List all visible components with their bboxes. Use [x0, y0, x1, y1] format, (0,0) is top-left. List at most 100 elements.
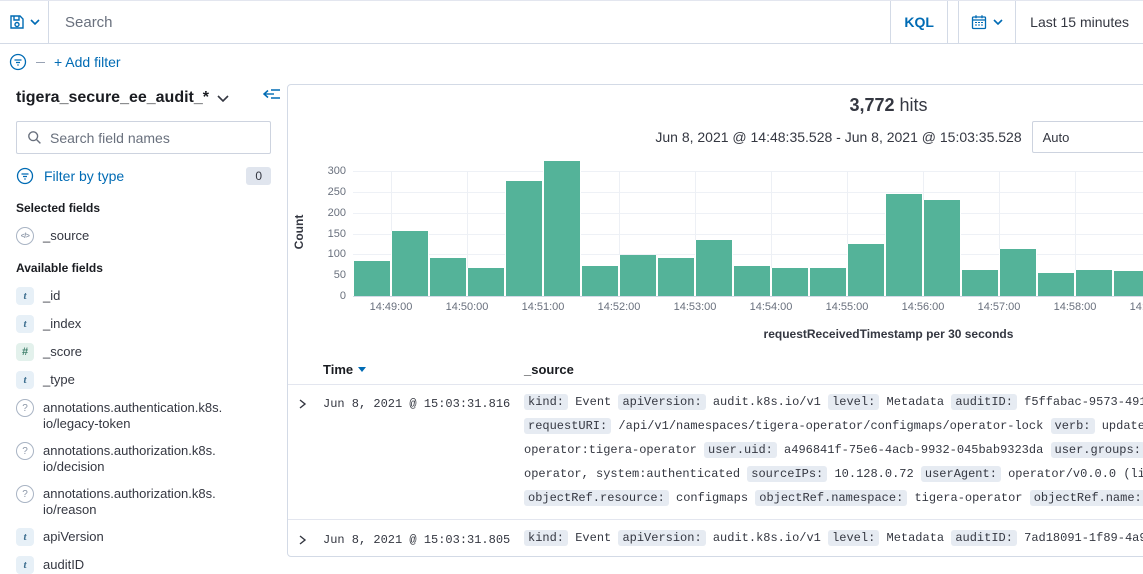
- histogram-bar[interactable]: [923, 200, 961, 296]
- histogram-bar[interactable]: [657, 258, 695, 296]
- field-item[interactable]: ?annotations.authorization.k8s.io/decisi…: [16, 442, 271, 475]
- field-name: _source: [43, 227, 89, 244]
- save-icon: [9, 14, 25, 30]
- field-item[interactable]: t apiVersion: [16, 528, 271, 546]
- save-query-button[interactable]: [0, 1, 49, 43]
- chevron-down-icon: [993, 19, 1003, 25]
- field-name: apiVersion: [43, 528, 104, 545]
- filter-dash: [36, 62, 45, 63]
- search-input[interactable]: Search: [49, 1, 890, 43]
- field-search-placeholder: Search field names: [50, 130, 170, 146]
- histogram-bar[interactable]: [581, 266, 619, 296]
- field-search-input[interactable]: Search field names: [16, 121, 271, 154]
- y-tick-label: 0: [312, 290, 346, 302]
- field-item[interactable]: ?annotations.authentication.k8s.io/legac…: [16, 399, 271, 432]
- kql-button[interactable]: KQL: [890, 1, 948, 43]
- y-tick-label: 300: [312, 165, 346, 177]
- histogram-bar[interactable]: [429, 258, 467, 296]
- time-range-label[interactable]: Last 15 minutes: [1016, 1, 1143, 43]
- field-item[interactable]: t_id: [16, 287, 271, 305]
- field-value: Metadata: [879, 531, 951, 545]
- field-value: 7ad18091-1f89-4a97-: [1017, 531, 1143, 545]
- y-tick-label: 100: [312, 248, 346, 260]
- histogram-bar[interactable]: [885, 194, 923, 296]
- histogram-bar[interactable]: [1113, 271, 1143, 296]
- x-tick-label: 14:52:00: [584, 301, 654, 313]
- field-item[interactable]: t _type: [16, 371, 271, 389]
- string-field-icon: t: [16, 528, 34, 546]
- selected-fields-heading: Selected fields: [16, 201, 271, 215]
- unknown-field-icon: ?: [16, 442, 34, 460]
- string-field-icon: t: [16, 371, 34, 389]
- field-item[interactable]: t_index: [16, 315, 271, 333]
- string-field-icon: t: [16, 315, 34, 333]
- field-key-badge: sourceIPs:: [747, 466, 827, 482]
- source-line: requestURI: /api/v1/namespaces/tigera-op…: [524, 414, 1143, 438]
- field-key-badge: user.groups:: [1051, 442, 1143, 458]
- source-line: kind: Event apiVersion: audit.k8s.io/v1 …: [524, 390, 1143, 414]
- field-name: _type: [43, 371, 75, 388]
- index-pattern-selector[interactable]: tigera_secure_ee_audit_*: [16, 89, 271, 107]
- x-tick-label: 14:58:00: [1040, 301, 1110, 313]
- histogram-bar[interactable]: [1075, 270, 1113, 296]
- field-value: operator:tigera-operator: [524, 443, 704, 457]
- histogram-bar[interactable]: [847, 244, 885, 296]
- table-header: Time _source: [288, 357, 1143, 385]
- interval-select[interactable]: Auto: [1032, 121, 1143, 153]
- field-key-badge: kind:: [524, 530, 568, 546]
- x-tick-label: 14:59:00: [1116, 301, 1143, 313]
- string-field-icon: t: [16, 287, 34, 305]
- time-column-header[interactable]: Time: [323, 362, 366, 377]
- hits-number: 3,772: [849, 95, 894, 115]
- histogram-bar[interactable]: [467, 268, 505, 296]
- x-tick-label: 14:55:00: [812, 301, 882, 313]
- histogram-bar[interactable]: [543, 161, 581, 296]
- histogram-bar[interactable]: [391, 231, 429, 296]
- histogram: [353, 171, 1143, 296]
- sort-desc-icon: [358, 367, 366, 372]
- interval-value: Auto: [1043, 130, 1070, 145]
- field-key-badge: apiVersion:: [618, 530, 705, 546]
- search-placeholder: Search: [65, 14, 113, 31]
- source-line: objectRef.resource: configmaps objectRef…: [524, 486, 1143, 510]
- histogram-bar[interactable]: [695, 240, 733, 296]
- add-filter-button[interactable]: + Add filter: [54, 54, 121, 70]
- field-value: update: [1095, 419, 1143, 433]
- histogram-bar[interactable]: [999, 249, 1037, 296]
- y-tick-label: 50: [312, 269, 346, 281]
- field-value: f5ffabac-9573-4918-a: [1017, 395, 1143, 409]
- field-item[interactable]: #_score: [16, 343, 271, 361]
- row-timestamp: Jun 8, 2021 @ 15:03:31.805: [323, 533, 510, 547]
- y-tick-label: 250: [312, 186, 346, 198]
- field-value: Event: [568, 395, 618, 409]
- histogram-bar[interactable]: [961, 270, 999, 296]
- collapse-sidebar-icon[interactable]: [263, 86, 281, 102]
- x-tick-label: 14:49:00: [356, 301, 426, 313]
- histogram-bar[interactable]: [1037, 273, 1075, 296]
- histogram-bar[interactable]: [619, 255, 657, 296]
- expand-row-icon[interactable]: [298, 534, 307, 546]
- source-column-header: _source: [524, 362, 574, 377]
- histogram-bar[interactable]: [353, 261, 391, 296]
- field-item[interactable]: ?annotations.authorization.k8s.io/reason: [16, 485, 271, 518]
- histogram-bar[interactable]: [733, 266, 771, 296]
- hits-count: 3,772 hits: [288, 95, 1143, 116]
- topbar-gap: [948, 1, 958, 43]
- field-key-badge: level:: [828, 530, 879, 546]
- filter-icon[interactable]: [9, 53, 27, 71]
- query-bar: Search KQL Last 15 minutes: [0, 0, 1143, 44]
- expand-row-icon[interactable]: [298, 398, 307, 410]
- field-key-badge: auditID:: [951, 394, 1017, 410]
- histogram-bar[interactable]: [809, 268, 847, 296]
- date-picker-calendar-button[interactable]: [959, 1, 1015, 43]
- y-tick-label: 150: [312, 228, 346, 240]
- filter-by-type-button[interactable]: Filter by type 0: [16, 167, 271, 185]
- field-key-badge: kind:: [524, 394, 568, 410]
- histogram-bar[interactable]: [771, 268, 809, 296]
- field-item[interactable]: </>_source: [16, 227, 271, 245]
- chevron-down-icon: [30, 19, 40, 25]
- histogram-bar[interactable]: [505, 181, 543, 296]
